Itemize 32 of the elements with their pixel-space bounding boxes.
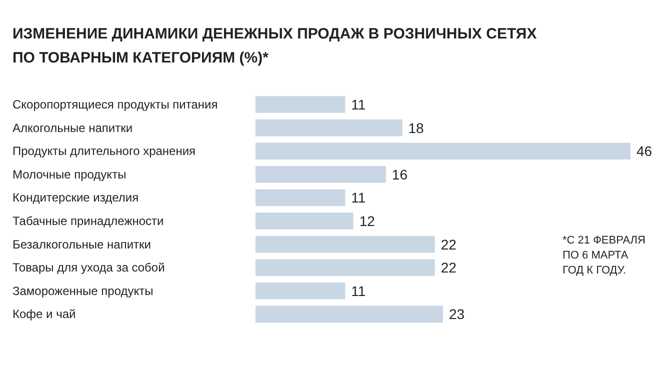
y-tick-label: Кофе и чай: [12, 307, 76, 322]
data-label: 16: [392, 166, 408, 182]
bar: [256, 189, 346, 206]
bar: [256, 96, 346, 113]
bar: [256, 212, 354, 230]
bar: [256, 236, 435, 253]
y-tick-label: Молочные продукты: [12, 167, 126, 182]
y-tick-label: Безалкогольные напитки: [12, 237, 152, 252]
y-tick-label: Алкогольные напитки: [12, 120, 133, 135]
data-label: 22: [440, 236, 457, 252]
data-label: 11: [351, 190, 366, 206]
y-tick-label: Скоропортящиеся продукты питания: [12, 98, 218, 112]
y-tick-label: Замороженные продукты: [12, 284, 154, 298]
chart-title: ИЗМЕНЕНИЕ ДИНАМИКИ ДЕНЕЖНЫХ ПРОДАЖ В РОЗНИЧНЫХ СЕТЯХ ПО ТОВАРНЫМ КАТЕГОРИЯМ (%)*: [12, 26, 537, 66]
bar: [256, 282, 346, 300]
bar: [256, 259, 435, 276]
data-label: 11: [351, 282, 366, 299]
bar: [256, 119, 402, 136]
data-label: 23: [449, 306, 465, 322]
data-label: 18: [408, 120, 424, 136]
data-label: 46: [636, 143, 652, 160]
data-label: 12: [359, 213, 376, 229]
bar: [256, 142, 630, 160]
y-tick-label: Табачные принадлежности: [12, 214, 164, 228]
y-tick-label: Товары для ухода за собой: [12, 260, 165, 275]
bar: [256, 166, 386, 183]
bar: [256, 306, 443, 323]
data-label: 11: [351, 96, 366, 112]
y-tick-label: Кондитерские изделия: [12, 190, 139, 205]
data-label: 22: [440, 260, 457, 276]
annotation: *С 21 ФЕВРАЛЯ ПО 6 МАРТА ГОД К ГОДУ.: [562, 234, 646, 276]
y-tick-label: Продукты длительного хранения: [12, 144, 196, 158]
